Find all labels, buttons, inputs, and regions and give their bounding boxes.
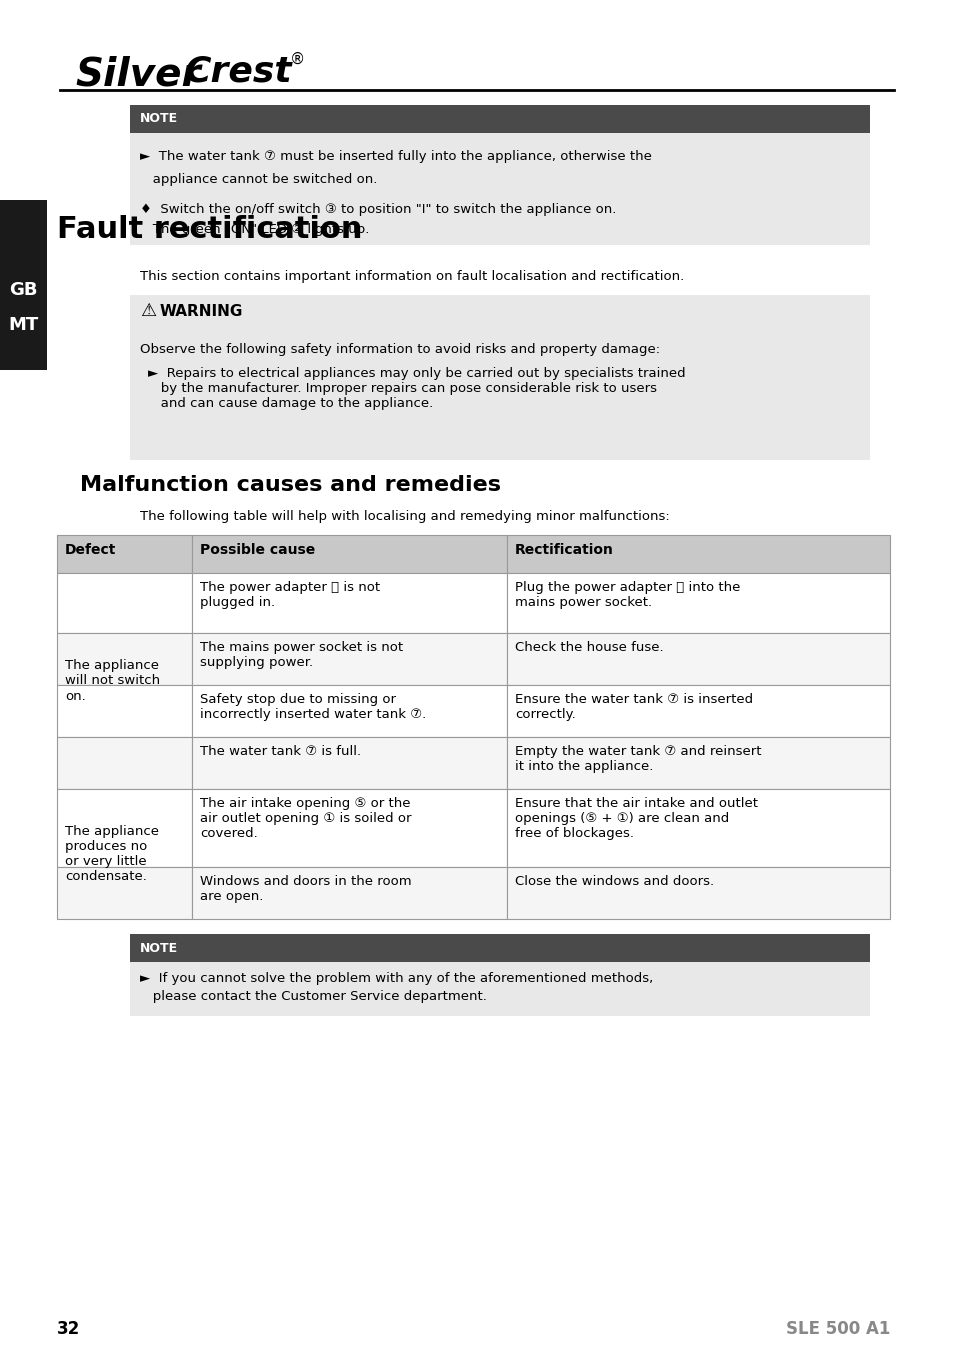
Text: ►  If you cannot solve the problem with any of the aforementioned methods,: ► If you cannot solve the problem with a… (140, 972, 653, 985)
Text: appliance cannot be switched on.: appliance cannot be switched on. (140, 173, 377, 186)
Text: Ensure that the air intake and outlet
openings (⑤ + ①) are clean and
free of blo: Ensure that the air intake and outlet op… (515, 797, 758, 840)
Text: WARNING: WARNING (160, 304, 243, 318)
Bar (192, 535, 506, 573)
Text: Safety stop due to missing or
incorrectly inserted water tank ⑦.: Safety stop due to missing or incorrectl… (200, 692, 426, 721)
Bar (192, 633, 506, 686)
Text: MT: MT (8, 316, 38, 333)
Text: Malfunction causes and remedies: Malfunction causes and remedies (80, 476, 500, 495)
Text: The following table will help with localising and remedying minor malfunctions:: The following table will help with local… (140, 509, 669, 523)
Text: The power adapter ⒙ is not
plugged in.: The power adapter ⒙ is not plugged in. (200, 581, 379, 608)
Text: SLE 500 A1: SLE 500 A1 (785, 1320, 889, 1337)
Text: Silver: Silver (75, 56, 200, 93)
Bar (192, 737, 506, 789)
Bar (57, 737, 192, 789)
Bar (57, 535, 192, 573)
Text: ®: ® (290, 51, 305, 66)
Bar (192, 573, 506, 633)
Text: ►  The water tank ⑦ must be inserted fully into the appliance, otherwise the: ► The water tank ⑦ must be inserted full… (140, 150, 651, 163)
Bar (57, 573, 192, 633)
Bar (130, 104, 869, 133)
Text: Fault rectification: Fault rectification (57, 215, 362, 244)
Text: GB: GB (9, 280, 37, 299)
Text: Close the windows and doors.: Close the windows and doors. (515, 875, 714, 888)
Text: Empty the water tank ⑦ and reinsert
it into the appliance.: Empty the water tank ⑦ and reinsert it i… (515, 745, 760, 772)
Bar (192, 789, 506, 867)
Text: The appliance
produces no
or very little
condensate.: The appliance produces no or very little… (65, 825, 159, 883)
Bar (130, 104, 869, 245)
Text: Rectification: Rectification (515, 543, 613, 557)
Bar (192, 867, 506, 919)
Bar (130, 295, 869, 327)
Text: The mains power socket is not
supplying power.: The mains power socket is not supplying … (200, 641, 403, 669)
Text: The air intake opening ⑤ or the
air outlet opening ① is soiled or
covered.: The air intake opening ⑤ or the air outl… (200, 797, 411, 840)
Text: ►  Repairs to electrical appliances may only be carried out by specialists train: ► Repairs to electrical appliances may o… (148, 367, 685, 411)
Bar (506, 789, 889, 867)
Bar (130, 934, 869, 962)
Bar (57, 633, 192, 686)
Bar (506, 573, 889, 633)
Text: Plug the power adapter ⒙ into the
mains power socket.: Plug the power adapter ⒙ into the mains … (515, 581, 740, 608)
Bar (506, 535, 889, 573)
Bar (57, 686, 192, 737)
Text: NOTE: NOTE (140, 112, 178, 126)
Text: This section contains important information on fault localisation and rectificat: This section contains important informat… (140, 270, 683, 283)
Text: Possible cause: Possible cause (200, 543, 314, 557)
Bar (130, 934, 869, 1016)
Bar (506, 633, 889, 686)
Text: Defect: Defect (65, 543, 116, 557)
Bar (506, 737, 889, 789)
Text: The appliance
will not switch
on.: The appliance will not switch on. (65, 660, 160, 702)
Bar (192, 686, 506, 737)
Text: Check the house fuse.: Check the house fuse. (515, 641, 663, 654)
Text: ⚠: ⚠ (140, 302, 156, 320)
Text: Windows and doors in the room
are open.: Windows and doors in the room are open. (200, 875, 411, 902)
Bar (57, 867, 192, 919)
Text: Ensure the water tank ⑦ is inserted
correctly.: Ensure the water tank ⑦ is inserted corr… (515, 692, 752, 721)
Text: ♦  Switch the on/off switch ③ to position "I" to switch the appliance on.: ♦ Switch the on/off switch ③ to position… (140, 203, 616, 215)
Text: Observe the following safety information to avoid risks and property damage:: Observe the following safety information… (140, 343, 659, 356)
Text: 32: 32 (57, 1320, 80, 1337)
Text: NOTE: NOTE (140, 942, 178, 954)
Bar (506, 867, 889, 919)
Bar (57, 789, 192, 867)
Bar (130, 295, 869, 459)
Text: Crest: Crest (185, 56, 293, 89)
Text: please contact the Customer Service department.: please contact the Customer Service depa… (140, 991, 486, 1003)
Bar (506, 686, 889, 737)
Text: The water tank ⑦ is full.: The water tank ⑦ is full. (200, 745, 361, 757)
Bar (0, 201, 47, 370)
Text: The green "ON" LED ② lights up.: The green "ON" LED ② lights up. (140, 224, 369, 236)
